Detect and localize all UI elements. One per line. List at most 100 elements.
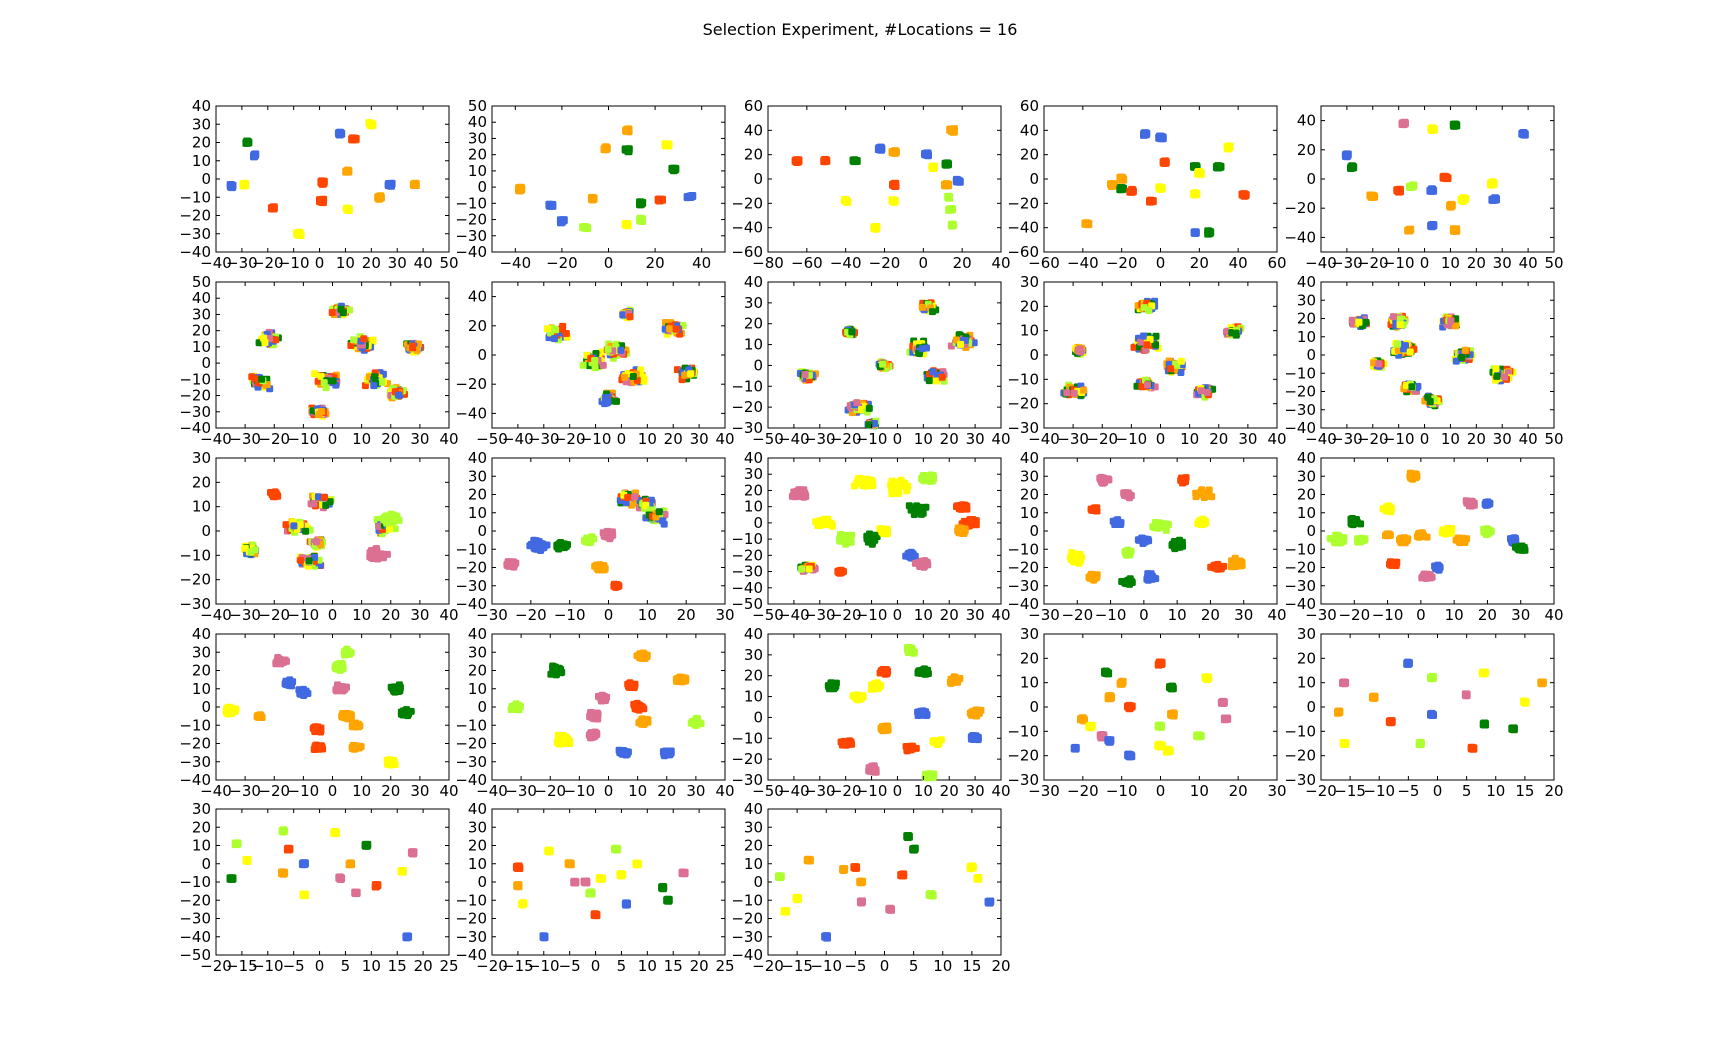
data-point xyxy=(517,185,526,194)
data-point xyxy=(949,220,958,229)
data-point xyxy=(1200,517,1208,525)
y-tick-label: 10 xyxy=(192,338,211,356)
y-tick-label: 20 xyxy=(1020,297,1039,315)
data-point xyxy=(624,147,633,156)
data-point xyxy=(1447,317,1455,325)
data-point xyxy=(544,325,551,333)
data-point xyxy=(1355,318,1363,326)
data-point xyxy=(801,371,809,378)
x-tick-label: 20 xyxy=(677,606,696,624)
data-point xyxy=(954,177,963,186)
x-tick-label: 40 xyxy=(414,254,433,272)
data-point xyxy=(296,521,304,529)
y-tick-label: 40 xyxy=(1297,112,1316,130)
y-tick-label: 0 xyxy=(201,354,211,372)
data-point xyxy=(337,305,345,313)
data-point xyxy=(1080,386,1088,394)
y-tick-label: 30 xyxy=(1020,273,1039,291)
data-point xyxy=(1402,342,1409,350)
x-tick-label: −30 xyxy=(1057,430,1089,448)
data-point xyxy=(553,543,561,551)
data-point xyxy=(865,404,873,412)
data-point xyxy=(1203,388,1211,396)
x-tick-label: 40 xyxy=(692,254,711,272)
x-tick-label: 0 xyxy=(328,430,338,448)
x-tick-label: 30 xyxy=(388,254,407,272)
data-point xyxy=(344,205,353,214)
data-point xyxy=(510,561,518,569)
data-point xyxy=(672,325,680,333)
data-point xyxy=(637,215,646,224)
data-point xyxy=(227,182,236,191)
data-point xyxy=(395,391,403,399)
x-tick-label: 20 xyxy=(381,430,400,448)
x-tick-label: 10 xyxy=(1441,430,1460,448)
data-point xyxy=(1063,389,1071,397)
data-point xyxy=(1141,538,1148,546)
y-tick-label: 30 xyxy=(192,305,211,323)
data-point xyxy=(959,525,967,533)
x-tick-label: −20 xyxy=(515,606,547,624)
y-tick-label: 0 xyxy=(753,170,763,188)
data-point xyxy=(533,541,541,549)
y-tick-label: 20 xyxy=(192,322,211,340)
x-tick-label: 30 xyxy=(966,430,985,448)
y-tick-label: 20 xyxy=(744,146,763,164)
y-tick-label: 10 xyxy=(1020,322,1039,340)
x-tick-label: 0 xyxy=(1420,254,1430,272)
y-tick-label: −10 xyxy=(179,370,211,388)
data-point xyxy=(955,505,963,513)
x-tick-label: −30 xyxy=(229,606,261,624)
x-tick-label: −30 xyxy=(1331,254,1363,272)
data-point xyxy=(1460,195,1469,204)
data-point xyxy=(1426,398,1434,405)
data-point xyxy=(282,521,290,529)
data-point xyxy=(1458,354,1466,361)
y-tick-label: 20 xyxy=(468,486,487,504)
data-point xyxy=(1082,219,1091,228)
y-tick-label: 30 xyxy=(468,467,487,485)
x-tick-label: 40 xyxy=(715,430,734,448)
y-tick-label: 20 xyxy=(468,146,487,164)
x-tick-label: −30 xyxy=(229,430,261,448)
data-point xyxy=(320,379,328,387)
x-tick-label: 0 xyxy=(328,606,338,624)
x-tick-label: −40 xyxy=(499,254,531,272)
y-tick-label: −40 xyxy=(179,419,211,437)
data-point xyxy=(944,180,952,189)
x-tick-label: −10 xyxy=(1116,430,1148,448)
data-point xyxy=(290,522,298,530)
data-point xyxy=(891,485,899,493)
x-tick-label: 10 xyxy=(914,430,933,448)
y-tick-label: 20 xyxy=(744,315,763,333)
data-point xyxy=(1394,340,1402,348)
data-point xyxy=(305,557,313,565)
data-point xyxy=(1225,142,1234,151)
y-tick-label: 20 xyxy=(192,134,211,152)
data-point xyxy=(865,421,873,429)
x-tick-label: −10 xyxy=(288,606,320,624)
x-tick-label: 30 xyxy=(1493,430,1512,448)
data-point xyxy=(1191,189,1200,198)
y-tick-label: 30 xyxy=(1297,291,1316,309)
x-tick-label: −30 xyxy=(804,430,836,448)
y-tick-label: −60 xyxy=(1007,243,1039,261)
y-tick-label: −30 xyxy=(731,419,763,437)
data-point xyxy=(1145,307,1153,314)
x-tick-label: 20 xyxy=(940,606,959,624)
scatter-points xyxy=(791,125,964,233)
data-point xyxy=(1170,538,1178,545)
x-tick-label: −60 xyxy=(1028,254,1060,272)
y-tick-label: −20 xyxy=(179,571,211,589)
y-tick-label: 10 xyxy=(192,498,211,516)
data-point xyxy=(624,127,633,136)
x-tick-label: 10 xyxy=(352,430,371,448)
x-tick-label: −40 xyxy=(200,430,232,448)
x-tick-label: −20 xyxy=(1357,254,1389,272)
data-point xyxy=(838,534,846,542)
data-point xyxy=(1140,332,1148,340)
data-point xyxy=(918,345,926,353)
data-point xyxy=(1125,491,1133,499)
subplot-1-4: −40−30−20−10 0 10 20 30 40 50−40−30−20−1001020… xyxy=(1284,273,1563,448)
